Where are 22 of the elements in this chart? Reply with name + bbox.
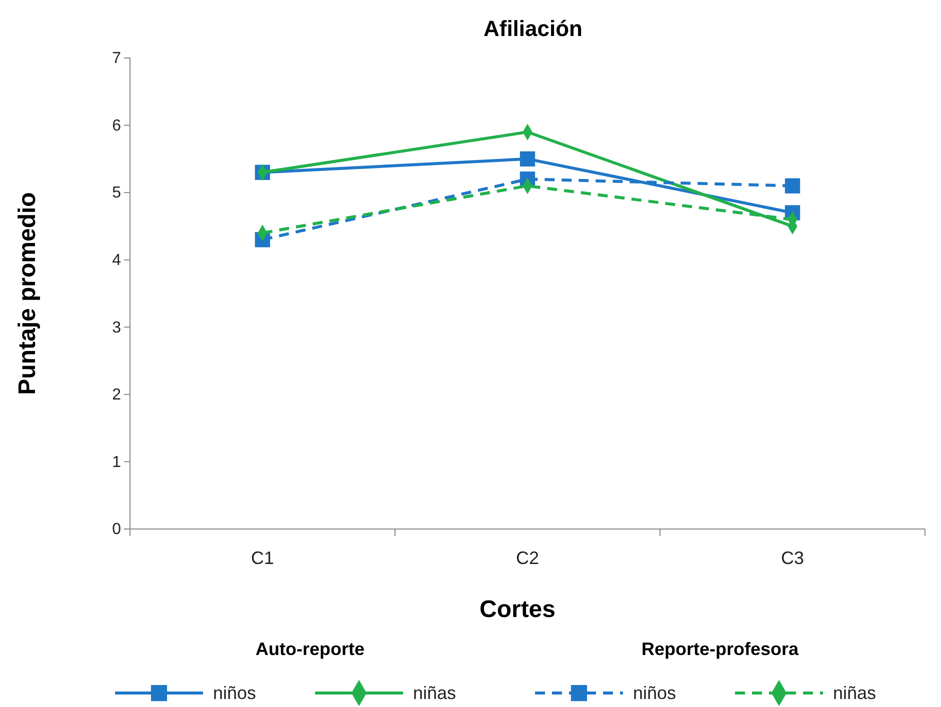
legend-label: niñas	[413, 683, 456, 703]
y-tick-label: 2	[112, 386, 122, 404]
x-axis-title: Cortes	[479, 596, 556, 623]
y-tick-label: 6	[112, 117, 122, 134]
chart-title: Afiliación	[483, 16, 583, 41]
text: Auto-reporte	[256, 639, 364, 659]
y-tick-label: 4	[112, 252, 122, 269]
legend-label: niños	[213, 683, 256, 703]
y-tick-label: 3	[112, 319, 122, 336]
legend-label: niñas	[833, 683, 876, 703]
y-axis-title: Puntaje promedio	[14, 192, 41, 395]
y-tick-label: 7	[112, 50, 122, 68]
text: Reporte-profesora	[641, 639, 800, 659]
x-tick-label: C2	[516, 548, 540, 568]
y-tick-label: 1	[112, 454, 122, 471]
legend-label: niños	[633, 683, 676, 703]
x-tick-label: C1	[250, 548, 274, 568]
point	[520, 151, 536, 167]
point	[784, 178, 800, 194]
x-tick-label: C3	[780, 548, 804, 568]
y-tick-label: 5	[112, 184, 122, 202]
y-tick-label: 0	[112, 521, 122, 538]
